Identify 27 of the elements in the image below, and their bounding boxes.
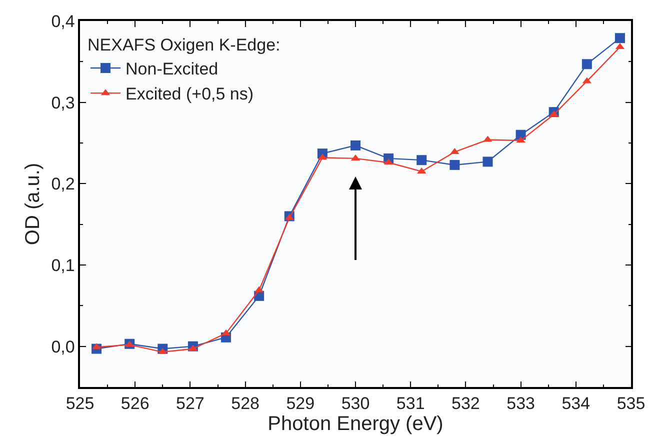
x-tick-label: 526 (120, 394, 150, 414)
y-tick-label: 0,4 (51, 12, 75, 31)
y-tick-label: 0,1 (51, 256, 75, 275)
point (416, 155, 427, 166)
y-tick-label: 0,0 (51, 337, 75, 356)
legend-label: Non-Excited (126, 60, 218, 79)
x-tick-label: 528 (231, 394, 260, 414)
x-tick-label: 532 (452, 394, 480, 414)
legend-title: NEXAFS Oxigen K-Edge: (88, 35, 280, 54)
x-axis-title: Photon Energy (eV) (268, 413, 444, 436)
y-axis-title: OD (a.u.) (22, 162, 44, 246)
point (482, 156, 493, 167)
point (450, 160, 460, 170)
y-tick-label: 0,2 (51, 174, 75, 194)
x-tick-label: 531 (396, 394, 425, 414)
x-tick-label: 529 (286, 394, 315, 414)
legend-label: Excited (+0,5 ns) (126, 84, 254, 104)
x-tick-label: 533 (506, 394, 535, 414)
x-tick-label: 525 (66, 394, 94, 414)
x-tick-label: 530 (341, 394, 370, 414)
point (582, 59, 592, 70)
point (350, 140, 360, 150)
y-tick-label: 0,3 (51, 93, 75, 112)
x-tick-label: 535 (616, 394, 646, 414)
x-tick-label: 534 (562, 394, 590, 414)
point (614, 33, 625, 44)
x-tick-label: 527 (176, 394, 204, 414)
